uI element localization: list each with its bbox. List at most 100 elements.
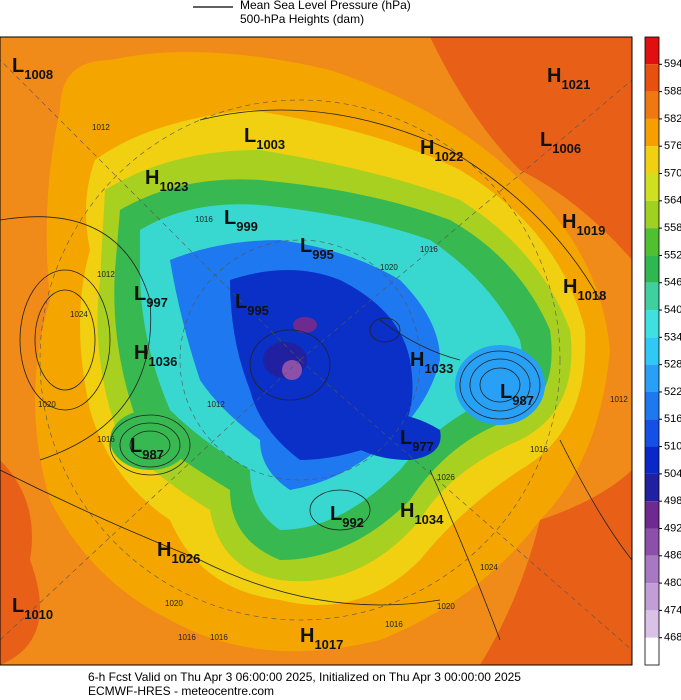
center-kind: L (540, 129, 552, 151)
center-kind: L (130, 435, 142, 457)
colorbar-tick-label: 552 (664, 249, 681, 261)
legend-heights: 500-hPa Heights (dam) (240, 12, 364, 26)
pressure-center: H1019 (562, 211, 605, 238)
colorbar-tick-label: 486 (664, 550, 681, 562)
pressure-center: L1008 (12, 55, 53, 82)
center-value: 1017 (314, 637, 343, 652)
center-kind: L (300, 235, 312, 257)
isobars (0, 109, 633, 641)
colorbar-bin (645, 637, 659, 665)
colorbar-tick-label: 540 (664, 304, 681, 316)
contour-label: 1020 (38, 400, 56, 409)
colorbar-tick-label: 474 (664, 604, 681, 616)
center-value: 999 (236, 219, 258, 234)
contour-label: 1024 (480, 563, 498, 572)
map-frame (0, 36, 633, 666)
center-kind: H (300, 625, 314, 647)
map (0, 37, 633, 665)
pressure-center: L987 (130, 435, 164, 462)
pressure-center: H1034 (400, 500, 444, 527)
contour-label: 1016 (97, 435, 115, 444)
colorbar-tick-label: 534 (664, 331, 681, 343)
center-value: 1006 (552, 141, 581, 156)
colorbar-bin (645, 37, 659, 65)
pressure-center: H1018 (563, 276, 606, 303)
contour-labels: 1012 1016 1012 1024 1020 1016 1012 1016 1026 1024… (38, 123, 628, 642)
colorbar-bin (645, 200, 659, 229)
contour-label: 1016 (195, 215, 213, 224)
pressure-center: H1021 (547, 65, 590, 92)
center-value: 1018 (577, 288, 606, 303)
colorbar-tick-label: 582 (664, 113, 681, 125)
center-value: 1023 (159, 179, 188, 194)
colorbar-bin (645, 173, 659, 201)
center-kind: H (420, 137, 434, 159)
colorbar-tick-label: 504 (664, 468, 681, 480)
pressure-center: H1017 (300, 625, 343, 652)
center-value: 995 (312, 247, 334, 262)
pressure-center: H1022 (420, 137, 463, 164)
legend-mslp: Mean Sea Level Pressure (hPa) (240, 0, 411, 12)
center-value: 1021 (561, 77, 590, 92)
contour-label: 1026 (437, 473, 455, 482)
colorbar-bin (645, 337, 659, 365)
colorbar-tick-label: 498 (664, 495, 681, 507)
colorbar-tick-label: 576 (664, 140, 681, 152)
contour-label: 1016 (178, 633, 196, 642)
colorbar-tick-label: 468 (664, 632, 681, 644)
colorbar-tick-label: 558 (664, 222, 681, 234)
colorbar-tick-label: 546 (664, 277, 681, 289)
center-kind: L (224, 207, 236, 229)
pressure-center: L977 (400, 427, 434, 454)
pressure-center: L995 (300, 235, 334, 262)
colorbar: 594 588 582 576 570 564 558 552 546 540 534 528 522 5… (644, 36, 681, 666)
colorbar-tick-label: 564 (664, 195, 681, 207)
pressure-center: L1003 (244, 125, 285, 152)
pressure-center: L1006 (540, 129, 581, 156)
center-kind: H (410, 349, 424, 371)
center-kind: H (400, 500, 414, 522)
center-kind: H (547, 65, 561, 87)
height-528 (455, 345, 545, 425)
pressure-center: H1026 (157, 539, 200, 566)
colorbar-tick-label: 588 (664, 86, 681, 98)
colorbar-tick-label: 480 (664, 577, 681, 589)
colorbar-bin (645, 228, 659, 256)
center-kind: H (134, 342, 148, 364)
colorbar-bin (645, 610, 659, 638)
center-value: 1033 (424, 361, 453, 376)
contour-label: 1012 (610, 395, 628, 404)
contour-label: 1020 (165, 599, 183, 608)
center-value: 1010 (24, 607, 53, 622)
center-kind: L (330, 503, 342, 525)
center-value: 1022 (434, 149, 463, 164)
center-kind: H (145, 167, 159, 189)
contour-label: 1016 (420, 245, 438, 254)
height-492 (282, 360, 302, 380)
colorbar-bin (645, 91, 659, 119)
center-value: 997 (146, 295, 168, 310)
pressure-center: L992 (330, 503, 364, 530)
center-value: 1034 (414, 512, 444, 527)
colorbar-bin (645, 118, 659, 147)
center-kind: L (134, 283, 146, 305)
contour-label: 1012 (207, 400, 225, 409)
colorbar-tick-label: 516 (664, 413, 681, 425)
colorbar-tick-label: 522 (664, 386, 681, 398)
center-kind: L (12, 595, 24, 617)
contour-label: 1024 (70, 310, 88, 319)
contour-label: 1020 (380, 263, 398, 272)
center-value: 995 (247, 303, 269, 318)
colorbar-bin (645, 391, 659, 420)
center-kind: L (12, 55, 24, 77)
colorbar-tick-label: 528 (664, 359, 681, 371)
colorbar-bin (645, 146, 659, 174)
height-498 (293, 317, 317, 333)
warm-area (430, 37, 632, 260)
colorbar-bin (645, 528, 659, 556)
contour-label: 1016 (385, 620, 403, 629)
pressure-center: H1033 (410, 349, 453, 376)
